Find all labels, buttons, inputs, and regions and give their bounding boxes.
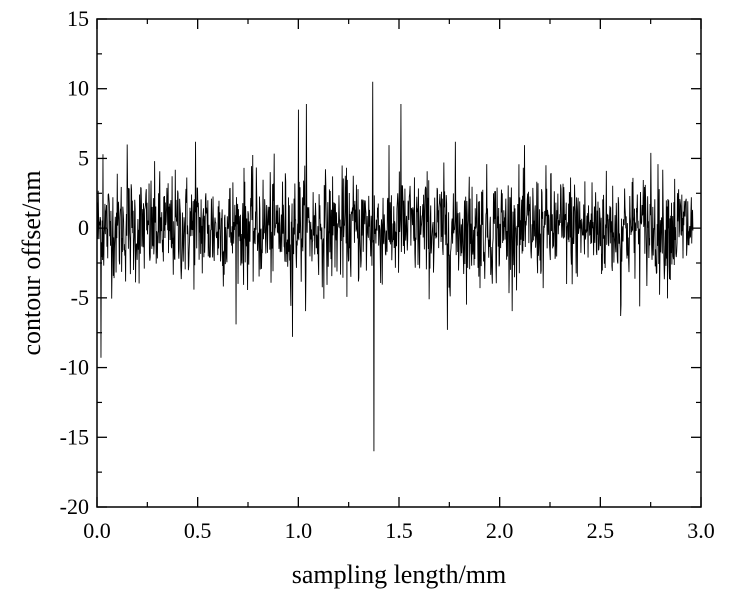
- y-tick-label: -5: [71, 285, 89, 310]
- labels-layer: 0.0 0.5 1.0 1.5 2.0 2.5 3.0 -20 -15 -10 -5 0 5 10 15: [60, 6, 715, 543]
- y-tick-label: -20: [60, 494, 89, 519]
- y-axis-title: contour offset/nm: [17, 170, 46, 355]
- x-tick-label: 1.0: [285, 518, 313, 543]
- series-layer: [96, 81, 694, 452]
- y-tick-label: 5: [78, 145, 89, 170]
- x-tick-label: 2.5: [587, 518, 615, 543]
- y-tick-label: -15: [60, 424, 89, 449]
- ticks-layer: [96, 18, 702, 508]
- y-tick-label: -10: [60, 355, 89, 380]
- x-tick-label: 1.5: [385, 518, 413, 543]
- x-tick-label: 0.5: [184, 518, 212, 543]
- y-tick-label: 10: [67, 76, 89, 101]
- series-line: [96, 81, 694, 452]
- x-tick-label: 3.0: [687, 518, 715, 543]
- x-tick-label: 0.0: [83, 518, 111, 543]
- x-axis-title: sampling length/mm: [292, 560, 507, 589]
- y-tick-label: 15: [67, 6, 89, 31]
- y-tick-label: 0: [78, 215, 89, 240]
- x-tick-label: 2.0: [486, 518, 514, 543]
